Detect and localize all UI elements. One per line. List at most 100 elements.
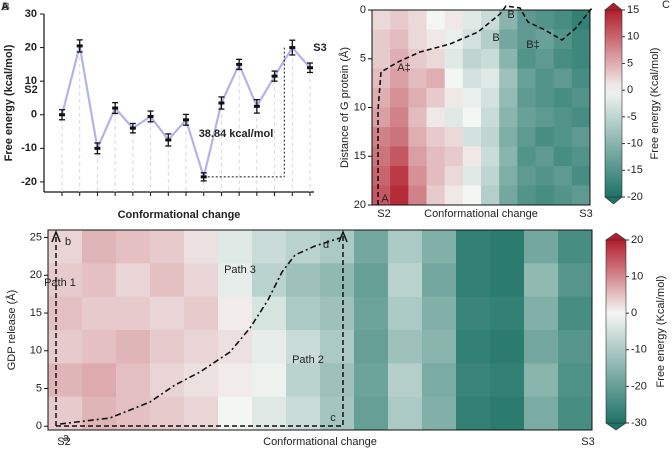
heat-cell (571, 127, 591, 147)
heat-cell (116, 230, 151, 264)
colorbar-tick-label: 0 (627, 84, 633, 96)
heat-cell (558, 263, 593, 298)
heat-cell (320, 363, 355, 398)
colorbar-cap (604, 196, 623, 205)
heat-cell (553, 68, 573, 89)
heat-cell (462, 29, 482, 50)
heat-cell (499, 29, 518, 50)
y-tick-label: -20 (21, 176, 37, 188)
heat-cell (490, 330, 525, 364)
heat-cell (535, 29, 555, 50)
heat-cell (571, 49, 591, 69)
point (218, 101, 225, 105)
heat-cell (320, 263, 355, 298)
heat-cell (252, 363, 287, 398)
heat-cell (426, 146, 446, 167)
heat-cell (558, 396, 593, 431)
heat-cell (372, 29, 391, 50)
point (200, 175, 207, 179)
point (59, 113, 65, 117)
heat-cell (354, 296, 389, 331)
heat-cell (388, 396, 423, 431)
heat-cell (481, 107, 500, 128)
heat-cell (558, 363, 593, 398)
heat-cell (82, 396, 117, 431)
heat-cell (444, 107, 464, 128)
heat-cell (481, 166, 500, 186)
heat-cell (116, 296, 151, 331)
heat-cell (456, 396, 491, 431)
heat-cell (535, 68, 555, 89)
heat-cell (558, 230, 593, 264)
heat-cell (82, 263, 117, 298)
annotation: A (381, 193, 389, 205)
heat-cell (408, 10, 427, 30)
heat-cell (82, 330, 117, 364)
y-tick-label: 15 (354, 150, 366, 162)
heat-cell (524, 396, 559, 431)
heat-cell (535, 49, 555, 69)
heat-cell (571, 68, 591, 89)
heat-cell (444, 88, 464, 108)
heat-cell (218, 363, 253, 398)
heat-cell (372, 10, 391, 30)
heat-cell (524, 263, 559, 298)
heat-cell (481, 68, 500, 89)
heat-cell (535, 166, 555, 186)
point (165, 138, 172, 142)
point (112, 106, 119, 110)
heat-cell (252, 263, 287, 298)
annotation: S2 (24, 84, 37, 96)
heat-cell (571, 146, 591, 167)
y-axis-label: GDP release (Å) (5, 290, 18, 371)
colorbar-tick-label: 10 (627, 31, 639, 43)
path-line (59, 237, 341, 425)
point (129, 126, 136, 130)
heat-cell (553, 88, 573, 108)
arrow-head (338, 229, 348, 243)
heat-cell (218, 330, 253, 364)
heat-cell (354, 363, 389, 398)
colorbar-tick-label: 10 (631, 271, 643, 283)
annotation: S3 (313, 42, 326, 54)
colorbar-cap (605, 232, 627, 241)
y-tick-label: 25 (30, 231, 42, 243)
colorbar-tick-label: -5 (627, 111, 637, 123)
heat-cell (456, 263, 491, 298)
heat-cell (48, 330, 83, 364)
heat-cell (388, 296, 423, 331)
heat-cell (252, 230, 287, 264)
heat-cell (372, 68, 391, 89)
colorbar-tick-label: -20 (631, 380, 647, 392)
heat-cell (354, 396, 389, 431)
heat-cell (481, 10, 500, 30)
colorbar-cap (604, 2, 623, 11)
heat-cell (286, 396, 321, 431)
heat-cell (481, 127, 500, 147)
heat-cell (390, 29, 409, 50)
y-axis-label: Free energy (kcal/mol) (3, 44, 15, 161)
point (183, 118, 189, 122)
heat-cell (150, 396, 185, 431)
panel-label: B (2, 1, 10, 13)
heat-cell (535, 10, 555, 30)
annotation: a (63, 432, 70, 444)
heat-cell (426, 10, 446, 30)
heat-cell (184, 263, 219, 298)
heat-cell (571, 10, 591, 30)
heat-cell (426, 49, 446, 69)
heat-cell (218, 230, 253, 264)
colorbar-tick-label: -10 (627, 137, 643, 149)
heat-cell (517, 68, 536, 89)
heat-cell (462, 185, 482, 206)
heat-cell (499, 107, 518, 128)
heat-cell (116, 396, 151, 431)
heat-cell (499, 185, 518, 206)
heat-cell (426, 68, 446, 89)
point (236, 62, 243, 66)
heat-cell (462, 68, 482, 89)
y-tick-label: 10 (354, 101, 366, 113)
point (307, 66, 313, 70)
heat-cell (408, 185, 427, 206)
colorbar-label: Free energy (Kcal/mol) (649, 48, 661, 160)
